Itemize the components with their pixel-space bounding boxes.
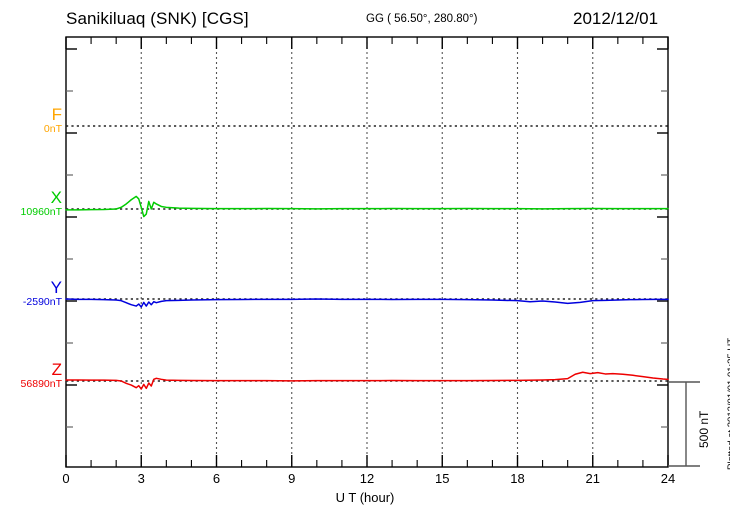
component-label-f: F 0nT bbox=[0, 106, 62, 135]
component-baseline-f: 0nT bbox=[43, 123, 62, 135]
component-letter-f: F bbox=[51, 105, 62, 124]
plotted-at-label: Plotted at 2013/01/01 01:25 UT bbox=[726, 337, 730, 470]
x-axis-ticks bbox=[65, 37, 669, 467]
x-tick-label-15: 15 bbox=[435, 471, 450, 486]
x-tick-label-12: 12 bbox=[359, 471, 375, 486]
component-traces bbox=[65, 195, 669, 390]
x-tick-label-18: 18 bbox=[510, 471, 525, 486]
component-label-y: Y -2590nT bbox=[0, 279, 62, 308]
component-baseline-x: 10960nT bbox=[20, 206, 62, 218]
x-axis-title: U T (hour) bbox=[335, 490, 395, 505]
component-letter-x: X bbox=[50, 188, 62, 207]
component-label-x: X 10960nT bbox=[0, 189, 62, 218]
page-title: Sanikiluaq (SNK) [CGS] bbox=[66, 9, 249, 28]
y-axis-ticks bbox=[66, 48, 668, 428]
x-tick-label-21: 21 bbox=[585, 471, 600, 486]
component-baseline-y: -2590nT bbox=[22, 296, 62, 308]
date-label: 2012/12/01 bbox=[573, 9, 659, 28]
component-letter-z: Z bbox=[51, 360, 62, 379]
scale-bar bbox=[668, 381, 700, 467]
x-tick-label-9: 9 bbox=[288, 471, 296, 486]
x-tick-label-24: 24 bbox=[660, 471, 676, 486]
scale-bar-label: 500 nT bbox=[697, 410, 711, 448]
x-tick-label-0: 0 bbox=[62, 471, 70, 486]
x-tick-label-6: 6 bbox=[212, 471, 221, 486]
component-baseline-z: 56890nT bbox=[20, 378, 62, 390]
geographic-coordinates-label: GG ( 56.50°, 280.80°) bbox=[366, 13, 478, 25]
component-label-z: Z 56890nT bbox=[0, 361, 62, 390]
x-tick-label-3: 3 bbox=[137, 471, 145, 486]
component-letter-y: Y bbox=[50, 278, 62, 297]
vertical-gridlines bbox=[140, 37, 594, 467]
